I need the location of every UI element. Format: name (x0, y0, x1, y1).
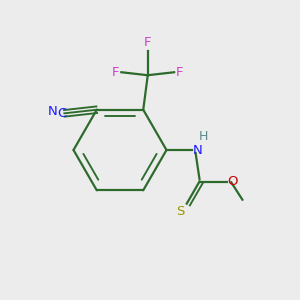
Text: C: C (58, 107, 67, 120)
Text: S: S (177, 206, 185, 218)
Text: O: O (227, 175, 238, 188)
Text: H: H (199, 130, 208, 143)
Text: F: F (144, 36, 152, 50)
Text: N: N (48, 105, 58, 118)
Text: F: F (176, 66, 184, 79)
Text: F: F (112, 66, 120, 79)
Text: N: N (193, 143, 203, 157)
